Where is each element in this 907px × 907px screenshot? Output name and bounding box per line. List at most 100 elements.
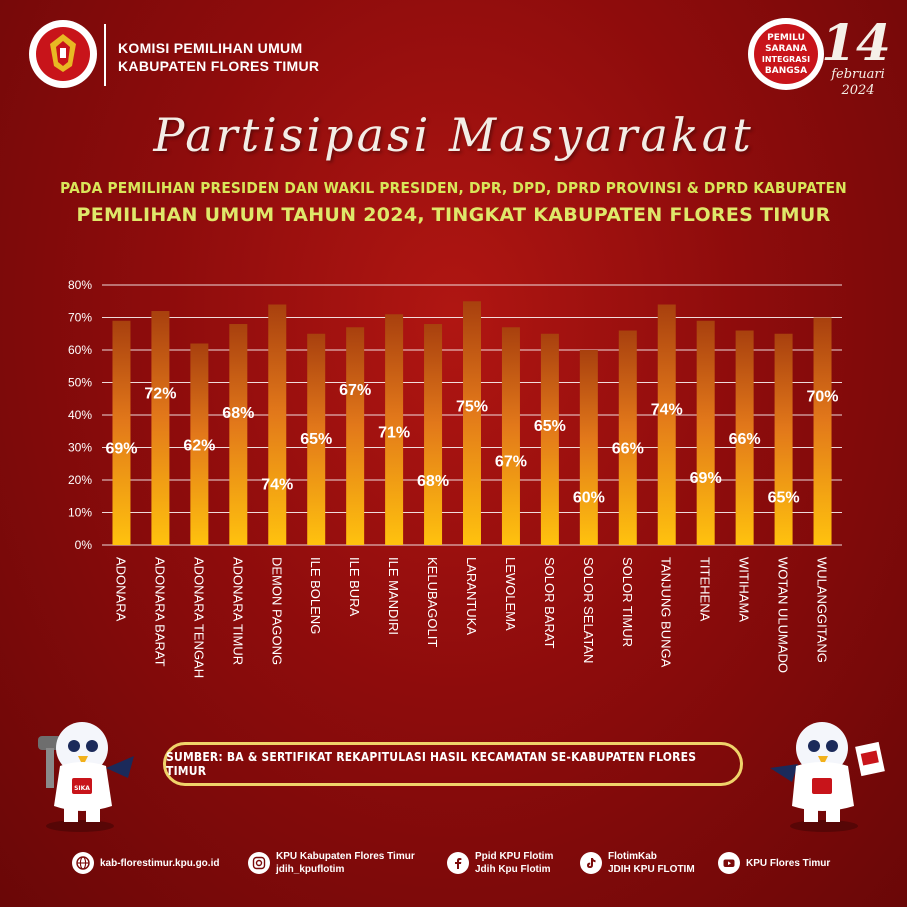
footer-tiktok[interactable]: FlotimKab JDIH KPU FLOTIM [580, 848, 695, 878]
data-label: 60% [573, 489, 605, 506]
facebook-account-1: Ppid KPU Flotim [475, 851, 554, 862]
x-tick-label: TANJUNG BUNGA [659, 557, 674, 668]
footer-youtube[interactable]: KPU Flores Timur [718, 848, 830, 878]
bar-adonara-timur [229, 324, 248, 545]
badge-line-2: SARANA [765, 44, 807, 54]
x-tick-label: ADONARA [113, 557, 128, 622]
y-tick-label: 10% [68, 506, 92, 520]
data-label: 65% [768, 489, 800, 506]
x-tick-label: LARANTUKA [464, 557, 479, 635]
y-tick-label: 60% [68, 343, 92, 357]
y-tick-label: 30% [68, 441, 92, 455]
x-tick-label: DEMON PAGONG [269, 557, 284, 665]
x-tick-label: WITIHAMA [737, 557, 752, 622]
x-tick-label: ILE BOLENG [308, 557, 323, 634]
kpu-logo [29, 20, 97, 88]
instagram-icon [248, 852, 270, 874]
data-label: 75% [456, 398, 488, 415]
org-name: KOMISI PEMILIHAN UMUM [118, 40, 303, 56]
data-label: 66% [612, 441, 644, 458]
pemilu-badge: PEMILU SARANA INTEGRASI BANGSA [748, 18, 824, 90]
bar-solor-selatan [579, 350, 598, 545]
data-label: 65% [300, 431, 332, 448]
org-region: KABUPATEN FLORES TIMUR [118, 58, 320, 74]
bar-solor-barat [540, 333, 559, 545]
mascot-left: SIKA [38, 722, 134, 832]
footer-instagram[interactable]: KPU Kabupaten Flores Timur jdih_kpufloti… [248, 848, 415, 878]
x-tick-label: SOLOR SELATAN [581, 557, 596, 663]
youtube-icon [718, 852, 740, 874]
date-year: 2024 [840, 83, 874, 98]
tiktok-account-1: FlotimKab [608, 851, 657, 862]
source-note: SUMBER: BA & SERTIFIKAT REKAPITULASI HAS… [163, 742, 743, 786]
election-date-mark: 14 februari 2024 [822, 13, 891, 98]
data-label: 71% [378, 424, 410, 441]
x-tick-label: SOLOR BARAT [542, 557, 557, 649]
bar-demon-pagong [268, 304, 287, 545]
bar-solor-timur [618, 330, 637, 545]
badge-line-4: BANGSA [765, 66, 807, 76]
participation-bar-chart: 0% 10% 20% 30% 40% 50% 60% 70% 80% 69% 72% 62% 68% 7… [68, 278, 842, 678]
x-tick-label: LEWOLEMA [503, 557, 518, 631]
bar-lewolema [501, 327, 520, 545]
data-label: 69% [105, 441, 137, 458]
data-label: 68% [222, 405, 254, 422]
bar-adonara-barat [151, 311, 170, 545]
x-tick-label: KELUBAGOLIT [425, 557, 440, 647]
badge-line-3: INTEGRASI [762, 55, 810, 64]
date-day: 14 [822, 13, 891, 72]
x-tick-label: ILE BURA [347, 557, 362, 617]
y-tick-label: 0% [75, 538, 93, 552]
footer-website[interactable]: kab-florestimur.kpu.go.id [72, 848, 219, 878]
bar-witihama [735, 330, 754, 545]
y-tick-label: 80% [68, 278, 92, 292]
bar-kelubagolit [424, 324, 443, 545]
x-tick-label: ADONARA TIMUR [230, 557, 245, 665]
data-label: 65% [534, 418, 566, 435]
badge-line-1: PEMILU [767, 33, 805, 43]
data-label: 67% [339, 382, 371, 399]
footer-facebook[interactable]: Ppid KPU Flotim Jdih Kpu Flotim [447, 848, 553, 878]
data-label: 62% [183, 437, 215, 454]
globe-icon [72, 852, 94, 874]
bar-tanjung-bunga [657, 304, 676, 545]
data-label: 72% [144, 385, 176, 402]
bar-ile-bura [346, 327, 365, 545]
x-tick-label: WOTAN ULUMADO [776, 557, 791, 673]
data-label: 74% [651, 402, 683, 419]
x-tick-label: ADONARA TENGAH [191, 557, 206, 678]
subtitle-election-year: PEMILIHAN UMUM TAHUN 2024, TINGKAT KABUP… [76, 204, 831, 226]
y-tick-label: 70% [68, 311, 92, 325]
bar-titehena [696, 320, 715, 545]
bar-larantuka [463, 301, 481, 545]
bar-ile-mandiri [385, 314, 404, 545]
data-label: 67% [495, 454, 527, 471]
bar-ile-boleng [307, 333, 326, 545]
x-tick-label: ADONARA BARAT [152, 557, 167, 667]
facebook-icon [447, 852, 469, 874]
tiktok-account-2: JDIH KPU FLOTIM [608, 864, 695, 875]
x-tick-label: ILE MANDIRI [386, 557, 401, 635]
data-label: 74% [261, 476, 293, 493]
youtube-account: KPU Flores Timur [746, 857, 831, 869]
x-tick-label: WULANGGITANG [815, 557, 830, 663]
date-month: februari [830, 67, 885, 82]
x-tick-label: SOLOR TIMUR [620, 557, 635, 647]
website-url: kab-florestimur.kpu.go.id [100, 857, 220, 869]
y-tick-label: 40% [68, 408, 92, 422]
y-tick-label: 20% [68, 473, 92, 487]
bar-wotan-ulumado [774, 333, 793, 545]
y-tick-label: 50% [68, 376, 92, 390]
facebook-account-2: Jdih Kpu Flotim [475, 864, 551, 875]
mascot-right [770, 722, 885, 832]
bar-adonara [112, 320, 131, 545]
data-label: 66% [729, 431, 761, 448]
mascot-left-badge: SIKA [74, 785, 90, 792]
data-label: 68% [417, 473, 449, 490]
subtitle-election-types: PADA PEMILIHAN PRESIDEN DAN WAKIL PRESID… [60, 179, 847, 197]
page-title: Partisipasi Masyarakat [153, 108, 754, 162]
header-divider [104, 24, 106, 86]
instagram-account-1: KPU Kabupaten Flores Timur [276, 851, 415, 862]
tiktok-icon [580, 852, 602, 874]
bar-adonara-tengah [190, 343, 209, 545]
